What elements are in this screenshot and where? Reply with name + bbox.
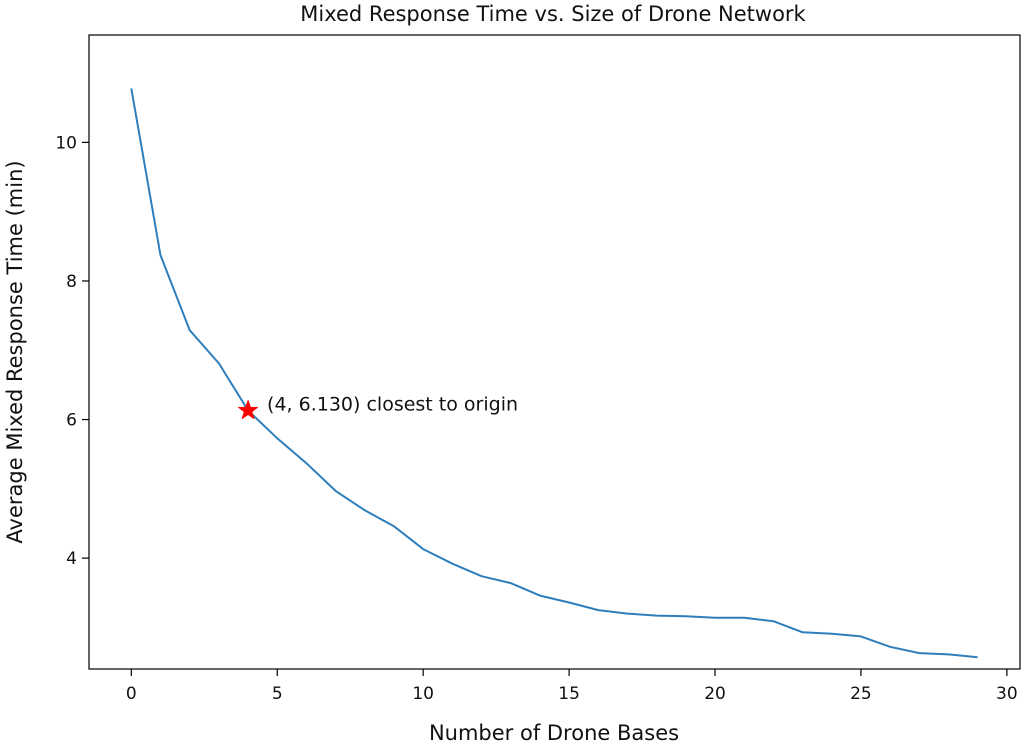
y-axis-label: Average Mixed Response Time (min) — [3, 160, 27, 543]
x-tick-label: 5 — [272, 684, 283, 704]
chart-title: Mixed Response Time vs. Size of Drone Ne… — [300, 2, 806, 26]
x-tick-label: 10 — [412, 684, 434, 704]
x-axis-label: Number of Drone Bases — [429, 721, 679, 744]
y-tick-label: 10 — [55, 133, 77, 153]
plot-area: (4, 6.130) closest to origin — [130, 88, 978, 659]
y-tick-label: 6 — [66, 411, 77, 431]
axis-ticks: 0 5 10 15 20 25 30 4 6 8 10 — [55, 133, 1017, 704]
y-tick-label: 4 — [66, 549, 77, 569]
y-tick-label: 8 — [66, 272, 77, 292]
x-tick-label: 25 — [850, 684, 872, 704]
highlight-annotation: (4, 6.130) closest to origin — [267, 394, 518, 416]
x-tick-label: 20 — [704, 684, 726, 704]
series-line — [130, 88, 978, 659]
x-tick-label: 30 — [996, 684, 1018, 704]
highlight-star-marker — [237, 399, 259, 420]
plot-frame — [88, 34, 1021, 670]
x-tick-label: 15 — [558, 684, 580, 704]
x-tick-label: 0 — [126, 684, 137, 704]
